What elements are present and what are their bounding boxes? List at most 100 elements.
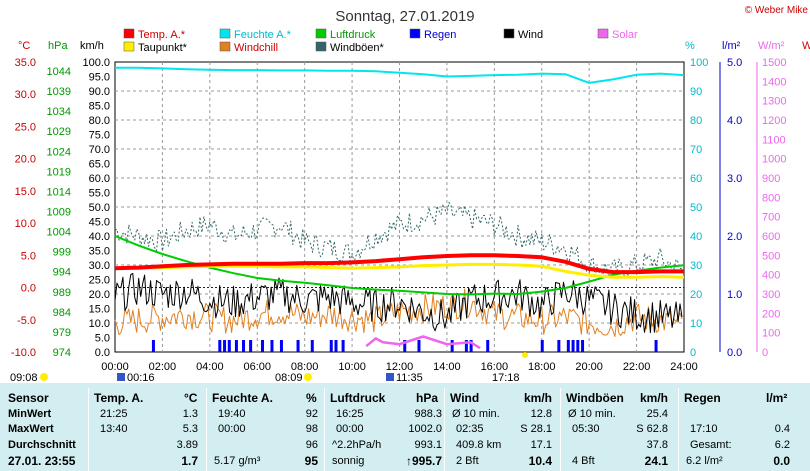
legend-label: Solar xyxy=(612,29,638,41)
rain-bar xyxy=(227,340,231,352)
wind-tick-label: 35.0 xyxy=(89,246,110,258)
legend-swatch xyxy=(219,41,231,52)
temp-tick-label: 35.0 xyxy=(15,57,36,69)
stats-header-temp-unit: °C xyxy=(184,391,198,405)
pressure-unit-label: hPa xyxy=(48,40,68,52)
wind-tick-label: 100.0 xyxy=(82,57,110,69)
solar-tick-label: 700 xyxy=(762,212,780,224)
rain-bar xyxy=(403,340,407,352)
moonrise-time: 09:08 xyxy=(10,372,38,383)
stats-now-press-a: sonnig xyxy=(332,455,365,467)
stats-divider xyxy=(206,388,207,471)
legend-label: Temp. A.* xyxy=(138,29,186,41)
wind-tick-label: 70.0 xyxy=(89,144,110,156)
wind-tick-label: 0.0 xyxy=(95,347,110,359)
legend-label: Feuchte A.* xyxy=(234,29,292,41)
wind-tick-label: 50.0 xyxy=(89,202,110,214)
solar-tick-label: 1300 xyxy=(762,96,786,108)
stats-header-hum: Feuchte A. xyxy=(212,391,273,405)
rain-bar xyxy=(279,340,283,352)
stats-divider xyxy=(678,388,679,471)
wind-tick-label: 75.0 xyxy=(89,130,110,142)
stats-header-press: Luftdruck xyxy=(330,391,386,405)
solar-tick-label: 1000 xyxy=(762,154,786,166)
pressure-tick-label: 979 xyxy=(53,327,71,339)
sunrise-time: 08:09 xyxy=(275,372,303,383)
pressure-tick-label: 1024 xyxy=(47,146,71,158)
rain-bar xyxy=(329,340,333,352)
rain-bar xyxy=(571,340,575,352)
time-tick-label: 20:00 xyxy=(575,361,603,373)
rain-tick-label: 4.0 xyxy=(727,115,742,127)
legend-swatch xyxy=(123,28,135,39)
solar-tick-label: 500 xyxy=(762,250,780,262)
chart-legend: Temp. A.* Feuchte A.* Luftdruck Regen Wind So… xyxy=(123,28,638,54)
pressure-tick-label: 999 xyxy=(53,247,71,259)
time-tick-label: 22:00 xyxy=(623,361,651,373)
wind-tick-label: 20.0 xyxy=(89,289,110,301)
wind-tick-label: 65.0 xyxy=(89,159,110,171)
solar-unit-label: W/m² xyxy=(758,40,785,52)
axis-units: °C hPa km/h% l/m² W/m² W xyxy=(18,40,810,52)
temp-unit-label: °C xyxy=(18,40,30,52)
stats-row-max-label: MaxWert xyxy=(8,423,54,435)
stats-min-hum-val: 92 xyxy=(305,408,318,420)
wind-tick-label: 40.0 xyxy=(89,231,110,243)
rain-tick-label: 2.0 xyxy=(727,231,742,243)
time-tick-label: 10:00 xyxy=(338,361,366,373)
solar-tick-label: 1500 xyxy=(762,57,786,69)
temp-tick-label: 10.0 xyxy=(15,218,36,230)
stats-header-wind: Wind xyxy=(450,391,480,405)
legend-label: Luftdruck xyxy=(330,29,376,41)
legend-swatch xyxy=(315,41,327,52)
stats-divider xyxy=(88,388,89,471)
stats-max-wind-a: 02:35 xyxy=(456,423,484,435)
rain-bar xyxy=(486,340,490,352)
pressure-tick-label: 974 xyxy=(53,347,71,359)
series-line-tempa xyxy=(114,253,684,275)
stats-avg-press-a: ^2.2hPa/h xyxy=(332,439,382,451)
sun-icon xyxy=(40,373,48,381)
stats-avg-gust-b: 37.8 xyxy=(646,439,668,451)
temp-tick-label: 0.0 xyxy=(21,283,36,295)
solar-tick-label: 100 xyxy=(762,328,780,340)
stats-header-temp: Temp. A. xyxy=(94,391,144,405)
stats-divider xyxy=(560,388,561,471)
humidity-tick-label: 20 xyxy=(690,289,702,301)
stats-header-wind-unit: km/h xyxy=(524,391,553,405)
stats-max-temp-val: 5.3 xyxy=(182,423,198,435)
stats-now-rain-a: 6.2 l/m² xyxy=(686,455,723,467)
stats-now-wind-a: 2 Bft xyxy=(456,455,479,467)
stats-min-temp-time: 21:25 xyxy=(100,408,128,420)
pressure-tick-label: 994 xyxy=(53,267,71,279)
temp-tick-label: -5.0 xyxy=(17,315,36,327)
time-tick-label: 18:00 xyxy=(528,361,556,373)
stats-min-wind-a: Ø 10 min. xyxy=(452,408,500,420)
stats-max-wind-b: S 28.1 xyxy=(520,423,552,435)
moon-icon xyxy=(117,373,125,381)
pressure-tick-label: 1019 xyxy=(47,166,71,178)
stats-now-hum-val: 95 xyxy=(304,454,318,468)
stats-min-press-time: 16:25 xyxy=(336,408,364,420)
pressure-tick-label: 1034 xyxy=(47,106,71,118)
legend-swatch xyxy=(123,41,135,52)
wind-tick-label: 25.0 xyxy=(89,275,110,287)
rain-bar xyxy=(249,340,253,352)
stats-avg-wind-a: 409.8 km xyxy=(456,439,502,451)
humidity-tick-label: 60 xyxy=(690,173,702,185)
stats-min-gust-a: Ø 10 min. xyxy=(568,408,616,420)
stats-min-temp-val: 1.3 xyxy=(182,408,198,420)
sun-marker xyxy=(522,352,528,358)
stats-max-gust-a: 05:30 xyxy=(572,423,600,435)
stats-row-min-label: MinWert xyxy=(8,408,52,420)
stats-header-hum-unit: % xyxy=(306,391,317,405)
axis-ticks: 35.0 30.0 25.0 20.0 15.0 10.0 5.0 0.0 -5.0 -10.0 1… xyxy=(11,57,787,373)
humidity-tick-label: 50 xyxy=(690,202,702,214)
rain-bar xyxy=(260,340,264,352)
chart-title: Sonntag, 27.01.2019 xyxy=(335,8,474,25)
time-tick-label: 00:00 xyxy=(101,361,129,373)
stats-header-press-unit: hPa xyxy=(416,391,439,405)
stats-min-hum-time: 19:40 xyxy=(218,408,246,420)
pressure-tick-label: 1044 xyxy=(47,66,71,78)
temp-tick-label: -10.0 xyxy=(11,347,36,359)
